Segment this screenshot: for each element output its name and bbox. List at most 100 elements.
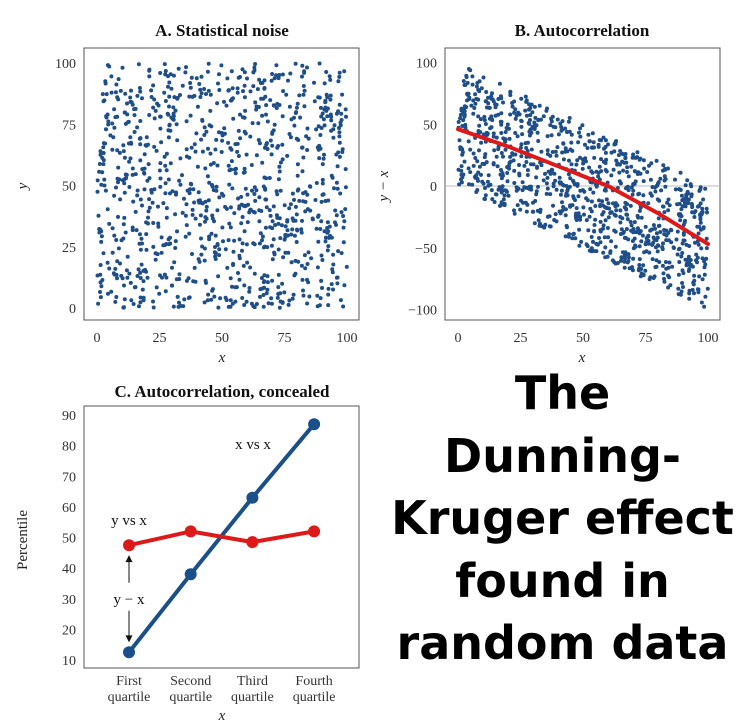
panel-a-point	[326, 286, 331, 291]
panel-a-point	[208, 92, 213, 97]
panel-a-point	[183, 213, 188, 218]
panel-b-point	[622, 265, 627, 270]
panel-a-point	[300, 74, 304, 79]
panel-a-point	[343, 107, 348, 112]
panel-b-point	[457, 182, 462, 187]
panel-a-point	[96, 213, 101, 218]
panel-a-point	[337, 70, 342, 75]
panel-a-point	[251, 70, 256, 75]
panel-c-xlabel: x	[218, 708, 226, 723]
panel-b-point	[468, 170, 473, 175]
panel-a-point	[252, 305, 257, 310]
panel-a-point	[263, 197, 268, 202]
panel-a-point	[183, 70, 188, 75]
panel-a-point	[206, 61, 211, 66]
panel-b-point	[493, 113, 498, 118]
panel-b-point	[497, 81, 502, 86]
panel-b-point	[691, 282, 696, 287]
panel-a-point	[257, 219, 262, 224]
panel-b-point	[603, 188, 608, 193]
panel-b-point	[545, 186, 550, 191]
panel-a-point	[236, 154, 241, 158]
panel-a-point	[225, 76, 230, 81]
panel-a-point	[270, 257, 275, 262]
panel-c-annotation: y − x	[114, 555, 145, 643]
panel-b-point	[510, 151, 515, 156]
panel-a-point	[147, 113, 152, 117]
panel-c-y-tick: 80	[62, 440, 76, 455]
panel-a-point	[305, 277, 309, 282]
panel-b-point	[615, 162, 620, 167]
panel-b-point	[633, 169, 638, 174]
panel-a-point	[300, 63, 305, 68]
panel-b-point	[475, 159, 480, 164]
panel-b-point	[481, 181, 486, 186]
panel-b-point	[524, 146, 529, 150]
panel-a-point	[121, 143, 126, 148]
panel-b-point	[558, 121, 563, 126]
panel-b-point	[501, 154, 505, 159]
panel-b-point	[603, 144, 608, 149]
panel-a-point	[251, 84, 256, 89]
panel-a-point	[295, 228, 300, 233]
panel-b-y-tick: 100	[416, 57, 437, 72]
panel-b-point	[650, 257, 655, 262]
panel-b-point	[660, 263, 665, 268]
panel-b-point	[641, 193, 646, 198]
panel-a-point	[264, 142, 269, 147]
panel-b-point	[647, 277, 652, 282]
panel-a-point	[122, 190, 127, 195]
panel-a-point	[278, 236, 283, 241]
panel-b-point	[466, 91, 471, 96]
panel-b-point	[460, 175, 465, 180]
panel-b-point	[479, 172, 483, 177]
panel-a-point	[114, 185, 118, 190]
panel-a-point	[124, 176, 129, 181]
panel-a-point	[138, 247, 143, 252]
panel-b-point	[529, 147, 534, 152]
panel-a-point	[144, 135, 149, 140]
panel-a-point	[131, 199, 136, 204]
panel-a-point	[173, 212, 178, 217]
panel-b-point	[507, 163, 511, 168]
panel-a-point	[240, 248, 244, 253]
panel-b-point	[678, 188, 683, 192]
panel-b-point	[481, 75, 486, 80]
panel-a-point	[230, 301, 235, 306]
panel-b-point	[690, 203, 695, 208]
panel-b-point	[678, 212, 683, 217]
panel-a-point	[325, 106, 330, 111]
panel-a-point	[261, 184, 266, 189]
panel-b-point	[537, 103, 542, 108]
panel-a-point	[122, 283, 126, 288]
panel-a-point	[114, 82, 119, 87]
panel-b-point	[601, 250, 606, 255]
panel-a-point	[122, 297, 127, 302]
panel-a-point	[264, 103, 269, 108]
panel-a-point	[265, 287, 270, 292]
panel-a-point	[305, 65, 309, 70]
panel-a-point	[99, 182, 104, 187]
panel-a-point	[293, 111, 298, 115]
panel-a-point	[226, 140, 231, 145]
panel-b-point	[636, 268, 641, 273]
panel-b-point	[495, 164, 500, 169]
panel-b-point	[499, 131, 504, 135]
panel-a-point	[192, 142, 197, 147]
panel-a-point	[270, 143, 275, 148]
panel-b-point	[598, 240, 603, 245]
panel-a-point	[342, 69, 347, 74]
panel-b-point	[603, 168, 608, 172]
panel-a-point	[147, 205, 152, 210]
panel-a-point	[240, 241, 245, 246]
panel-a-point	[265, 119, 270, 124]
panel-a-point	[242, 170, 247, 175]
panel-a-point	[199, 74, 204, 79]
panel-a-point	[116, 77, 121, 82]
panel-a-point	[276, 177, 281, 182]
panel-a-point	[337, 140, 342, 145]
panel-a-point	[255, 87, 260, 92]
panel-a-point	[257, 141, 262, 146]
panel-a-point	[301, 155, 306, 160]
panel-b-point	[489, 188, 494, 193]
